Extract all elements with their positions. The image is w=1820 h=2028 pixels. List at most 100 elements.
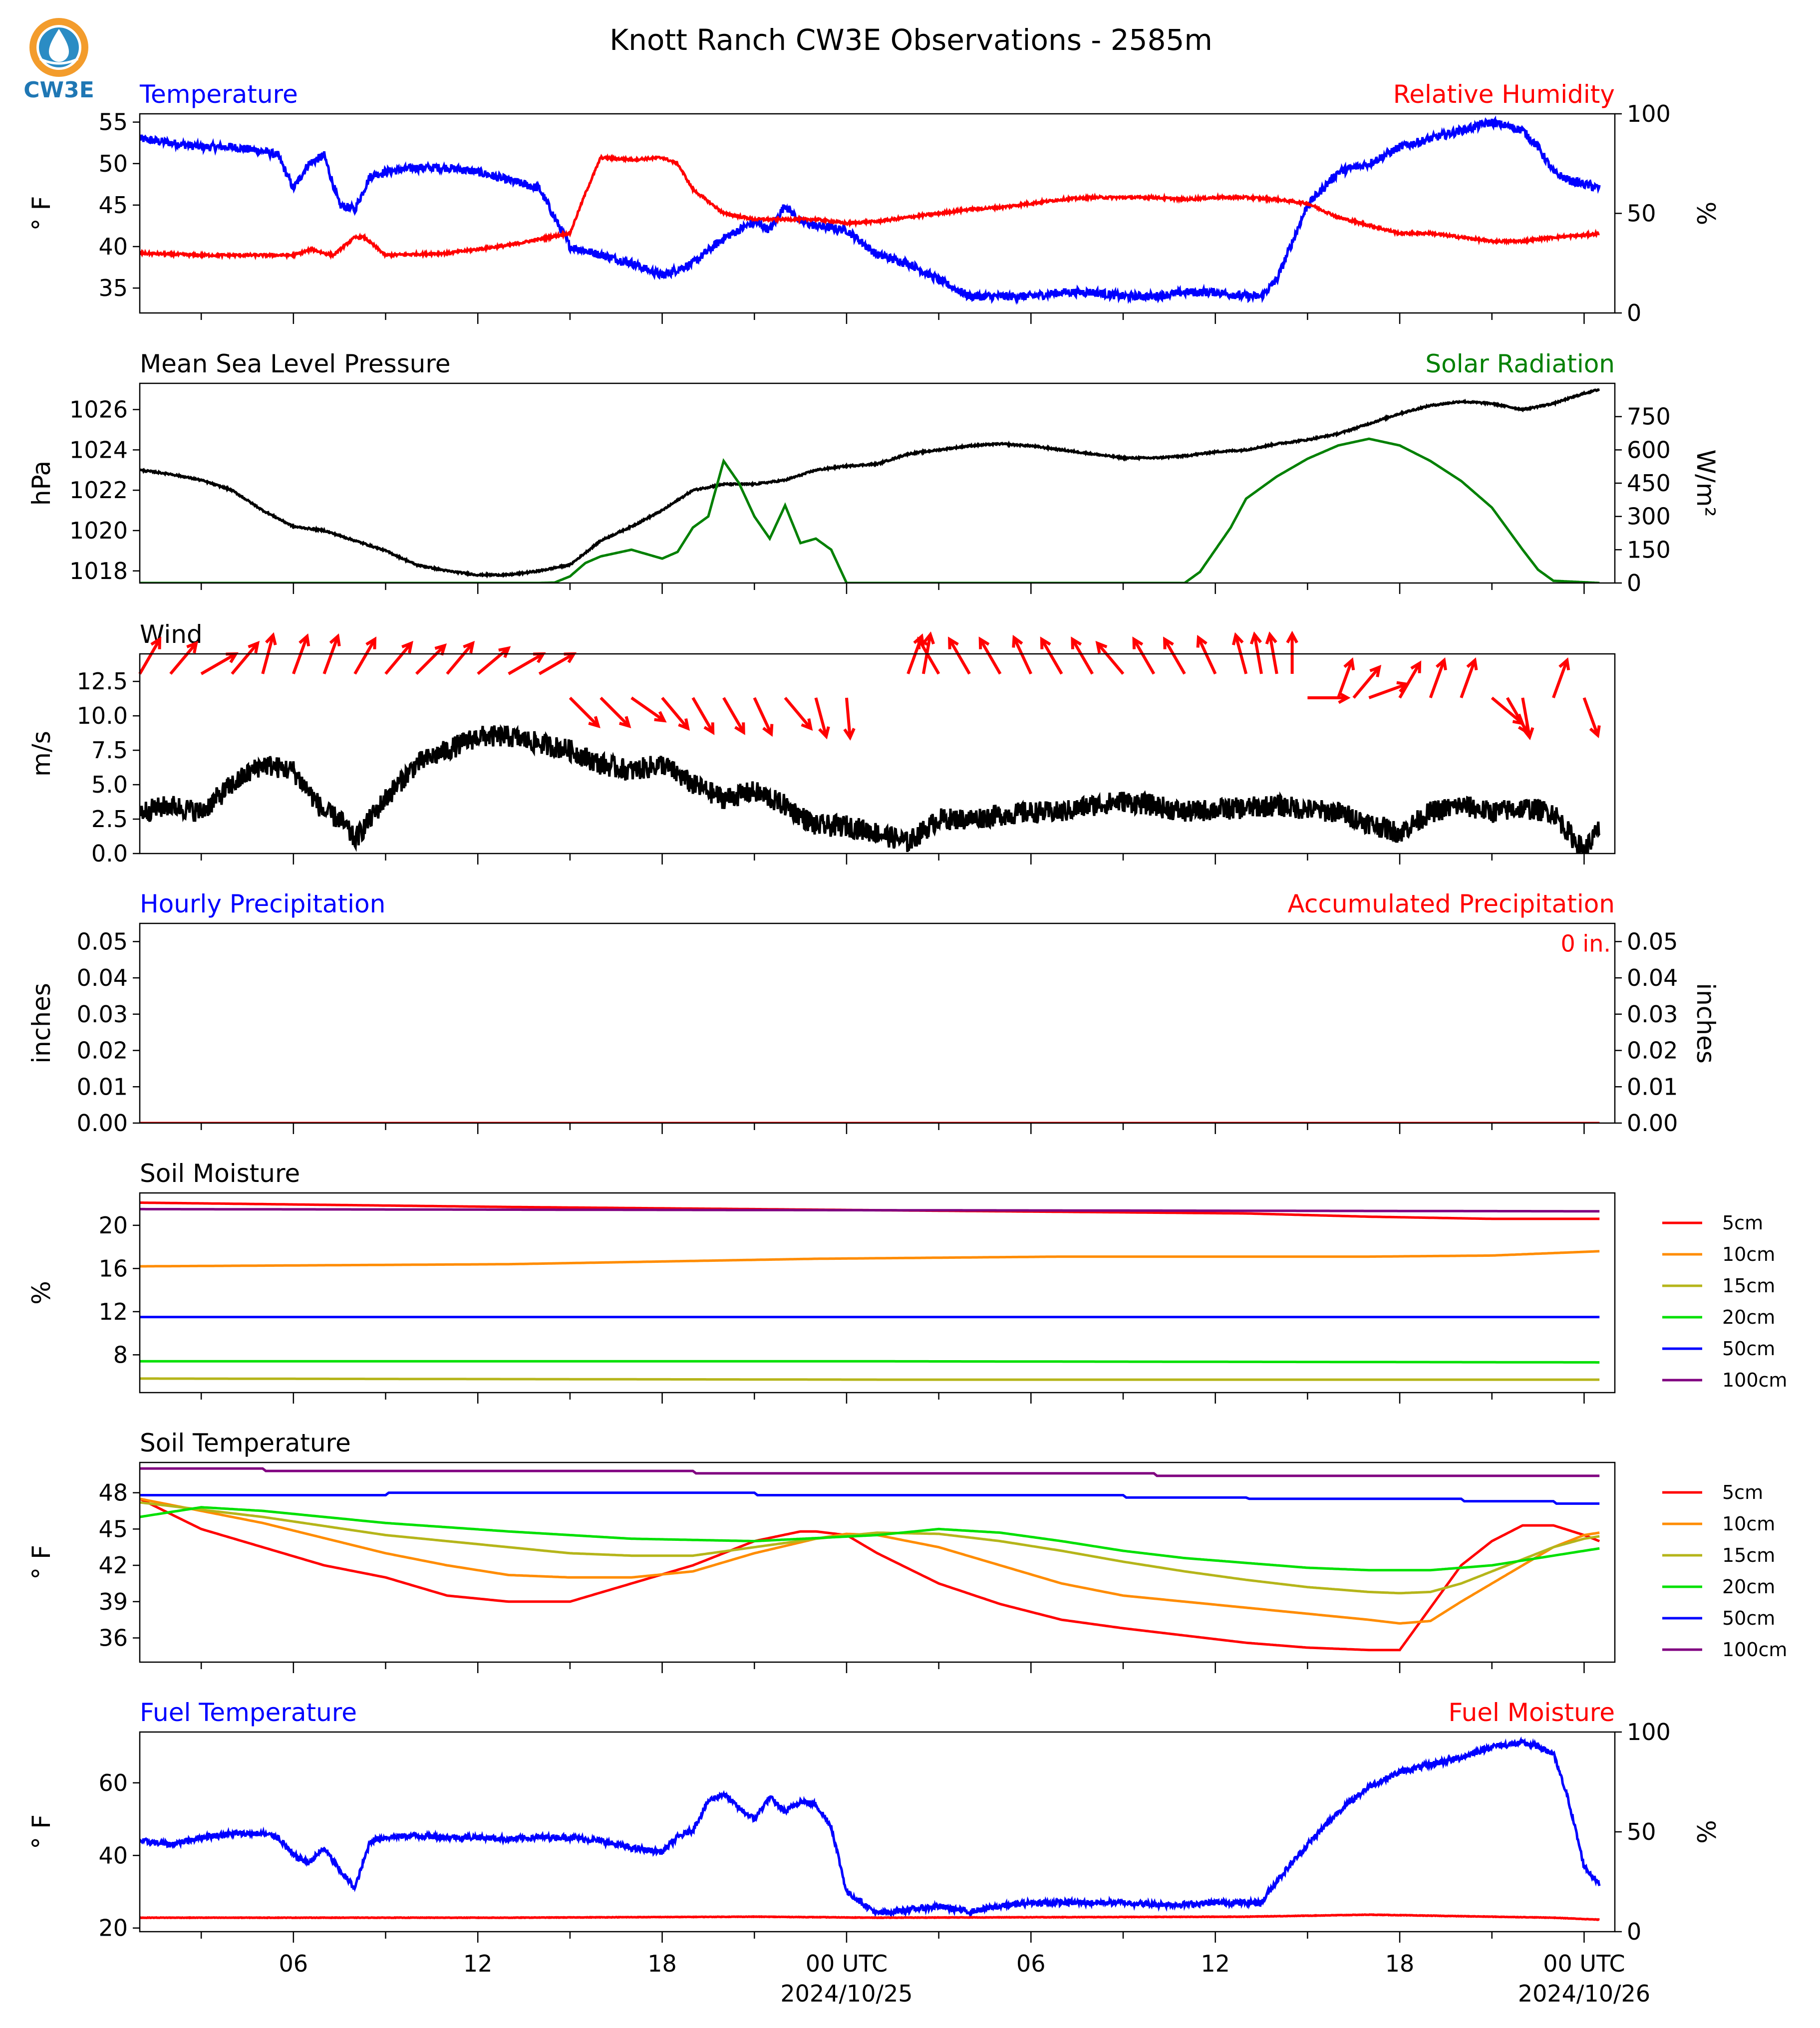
wind-arrow [1368, 682, 1407, 699]
series-line-20cm [140, 1506, 1600, 1572]
panel-title-left: Soil Moisture [140, 1159, 300, 1188]
wind-arrow-head [843, 728, 856, 741]
x-tick-date-label: 2024/10/25 [780, 1980, 912, 2007]
y-axis-label-left: hPa [27, 461, 56, 506]
panel-title-left: Soil Temperature [140, 1429, 351, 1457]
y-tick-label-right: 450 [1627, 470, 1671, 497]
legend-label: 5cm [1722, 1212, 1763, 1234]
wind-arrow [384, 642, 413, 675]
wind-arrow [353, 638, 376, 675]
panel-title-left: Fuel Temperature [140, 1698, 357, 1727]
wind-arrow-head [365, 636, 377, 649]
wind-arrow [661, 697, 689, 730]
legend-label: 10cm [1722, 1513, 1775, 1535]
series-line-20cm [140, 1360, 1600, 1364]
wind-arrow-head [1369, 664, 1382, 677]
wind-arrow-head [588, 716, 601, 728]
wind-arrow-head [1338, 691, 1351, 704]
wind-arrow-head [434, 643, 447, 656]
wind-arrow-head [922, 631, 935, 645]
legend-label: 15cm [1722, 1275, 1775, 1297]
wind-arrow-head [186, 640, 199, 653]
legend-label: 100cm [1722, 1639, 1787, 1661]
wind-arrow [169, 642, 198, 675]
accumulated-total-label: 0 in. [1561, 930, 1611, 957]
wind-arrow [784, 697, 812, 730]
axes-frame [139, 1731, 1616, 1933]
y-tick-label-right: 0.04 [1627, 964, 1678, 991]
series-line-15cm [140, 1501, 1600, 1595]
panel-title-left: Mean Sea Level Pressure [140, 349, 451, 378]
y-tick-label-left: 0.05 [77, 928, 128, 955]
wind-arrow-head [703, 722, 715, 735]
wind-arrow [1132, 638, 1156, 675]
wind-arrow-head [1231, 632, 1244, 645]
y-tick-label-right: 150 [1627, 536, 1671, 563]
panel-soilt: Soil Temperature 36 39 42 45 48 ° F 5cm 10cm 15cm… [27, 1429, 1787, 1673]
y-tick-label-right: 0.05 [1627, 928, 1678, 955]
y-tick-label-right: 0.03 [1627, 1001, 1678, 1028]
series-line-relative-humidity [140, 153, 1600, 261]
panel-title-right: Fuel Moisture [1449, 1698, 1615, 1727]
y-tick-label-left: 16 [98, 1255, 128, 1282]
wind-arrow-head [818, 726, 830, 740]
x-tick-label: 12 [463, 1950, 493, 1977]
wind-arrow-head [1196, 634, 1208, 648]
y-tick-label-left: 1020 [69, 517, 128, 544]
wind-arrow [722, 697, 745, 733]
wind-arrow [1582, 697, 1599, 736]
wind-arrow-head [1558, 657, 1570, 671]
wind-arrow [477, 647, 510, 675]
y-tick-label-right: 100 [1627, 1719, 1671, 1745]
y-tick-label-left: 5.0 [91, 771, 128, 798]
axes-frame [139, 653, 1616, 855]
wind-arrow-head [654, 711, 667, 723]
y-axis-label-left: ° F [27, 196, 56, 231]
wind-arrow-head [1286, 630, 1298, 643]
y-axis-label-left: ° F [27, 1545, 56, 1580]
cw3e-logo: CW3E [23, 18, 94, 103]
y-tick-label-left: 48 [98, 1479, 128, 1506]
series-line-fuel-moisture [140, 1913, 1600, 1922]
axes-frame [139, 922, 1616, 1124]
x-tick-label: 06 [279, 1950, 308, 1977]
wind-arrow [1337, 659, 1354, 699]
legend-label: 20cm [1722, 1306, 1775, 1328]
y-axis-label-left: ° F [27, 1814, 56, 1849]
y-axis-label-right: % [1691, 1820, 1720, 1844]
series-line-10cm [140, 1250, 1600, 1268]
panel-fuel: Fuel Temperature Fuel Moisture 20 40 60 0 50 10… [27, 1698, 1720, 1945]
y-tick-label-left: 20 [98, 1915, 128, 1942]
wind-arrow [917, 638, 940, 675]
y-tick-label-right: 600 [1627, 436, 1671, 463]
series-line-10cm [140, 1497, 1600, 1625]
panel-soilm: Soil Moisture 8 12 16 20% 5cm 10cm 15cm 20cm 50cm… [27, 1159, 1787, 1404]
wind-arrow-head [978, 636, 990, 649]
wind-arrow-head [1589, 725, 1601, 739]
wind-arrow [292, 635, 308, 675]
y-tick-label-left: 45 [98, 1515, 128, 1542]
y-tick-label-left: 39 [98, 1588, 128, 1615]
y-tick-label-left: 60 [98, 1769, 128, 1796]
axes-frame [139, 113, 1616, 314]
wind-arrow-head [1163, 636, 1174, 649]
wind-arrow [691, 697, 714, 733]
wind-arrow-head [1071, 636, 1082, 649]
legend-label: 100cm [1722, 1369, 1787, 1391]
wind-arrow-head [1095, 640, 1108, 653]
panel-title-right: Relative Humidity [1393, 80, 1615, 109]
wind-arrow-head [401, 640, 413, 653]
x-tick-date-label: 2024/10/26 [1518, 1980, 1650, 2007]
legend-label: 20cm [1722, 1576, 1775, 1598]
y-tick-label-right: 0 [1627, 570, 1641, 596]
wind-arrow-head [1265, 631, 1277, 645]
wind-arrow [200, 652, 237, 675]
wind-arrow-head [299, 633, 310, 647]
series-line-100cm [140, 1467, 1600, 1477]
y-tick-label-left: 40 [98, 1842, 128, 1869]
wind-arrow-head [801, 718, 813, 731]
wind-arrow [600, 696, 630, 727]
wind-arrow [948, 638, 971, 675]
y-tick-label-left: 1022 [69, 477, 128, 504]
